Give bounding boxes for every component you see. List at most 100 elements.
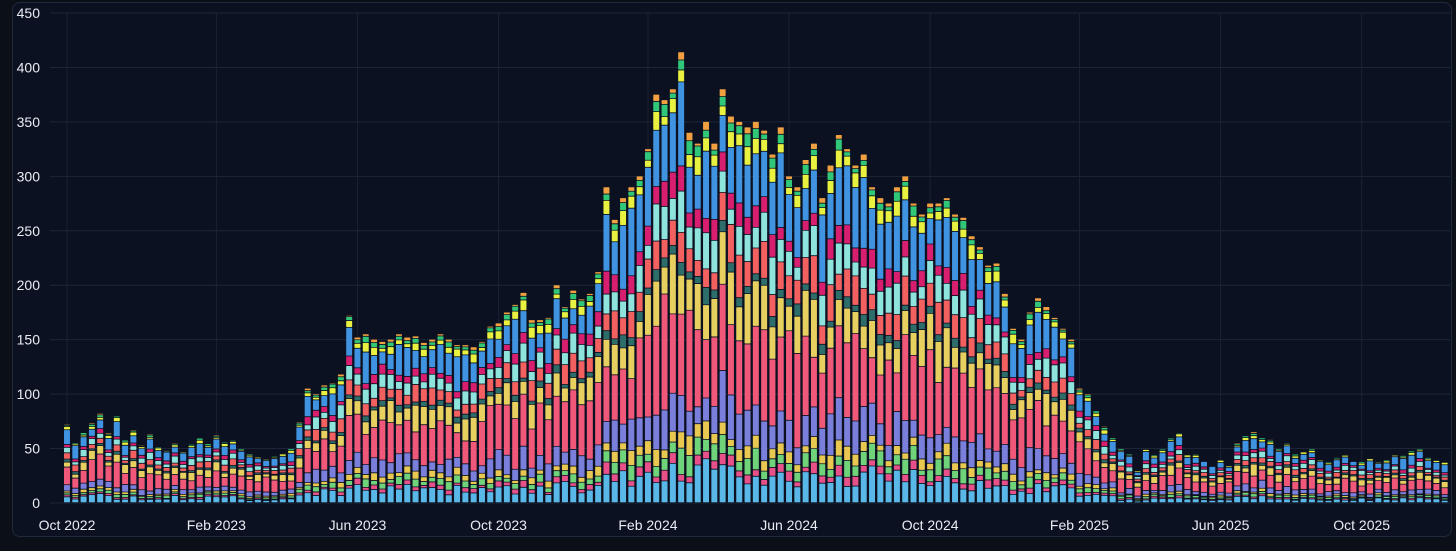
bar-segment xyxy=(1350,470,1357,475)
bar-segment xyxy=(354,478,361,485)
bar-segment xyxy=(968,442,975,468)
bar-segment xyxy=(644,417,651,441)
bar-segment xyxy=(1010,377,1017,382)
bar-segment xyxy=(1176,434,1183,437)
bar-stack xyxy=(1176,433,1183,503)
bar-segment xyxy=(146,459,153,465)
bar-segment xyxy=(952,347,959,368)
bar-segment xyxy=(503,455,510,475)
bar-segment xyxy=(636,321,643,338)
bar-segment xyxy=(952,280,959,296)
bar-segment xyxy=(138,463,145,469)
bar-segment xyxy=(288,449,295,451)
bar-segment xyxy=(553,289,560,294)
bar-segment xyxy=(495,470,502,477)
bar-segment xyxy=(727,209,734,225)
bar-segment xyxy=(1076,496,1083,503)
bar-segment xyxy=(985,462,992,468)
bar-segment xyxy=(1425,499,1432,503)
bar-stack xyxy=(1018,339,1025,503)
bar-segment xyxy=(661,100,668,104)
bar-segment xyxy=(1176,445,1183,450)
bar-segment xyxy=(1317,479,1324,484)
bar-segment xyxy=(910,324,917,333)
bar-segment xyxy=(229,492,236,494)
bar-segment xyxy=(163,499,170,503)
bar-segment xyxy=(744,410,751,446)
bar-segment xyxy=(495,393,502,404)
bar-segment xyxy=(88,488,95,491)
bar-segment xyxy=(263,477,270,492)
bar-segment xyxy=(1010,334,1017,344)
bar-segment xyxy=(470,441,477,471)
bar-segment xyxy=(1242,455,1249,461)
bar-segment xyxy=(1093,426,1100,431)
bar-segment xyxy=(545,494,552,503)
bar-segment xyxy=(603,331,610,339)
bar-segment xyxy=(1383,482,1390,493)
bar-segment xyxy=(254,457,261,459)
bar-segment xyxy=(1159,462,1166,464)
bar-segment xyxy=(1134,487,1141,496)
bar-segment xyxy=(976,343,983,353)
bar-segment xyxy=(703,233,710,269)
bar-segment xyxy=(620,443,627,450)
bar-segment xyxy=(429,477,436,482)
bar-segment xyxy=(1259,442,1266,448)
bar-segment xyxy=(1118,461,1124,466)
bar-segment xyxy=(213,493,220,495)
bar-segment xyxy=(429,374,436,388)
bar-segment xyxy=(603,314,610,331)
bar-segment xyxy=(993,451,1000,467)
bar-segment xyxy=(1109,462,1116,464)
bar-segment xyxy=(1010,404,1017,410)
bar-segment xyxy=(603,462,610,474)
bar-segment xyxy=(346,485,353,488)
x-tick-label: Feb 2024 xyxy=(618,517,677,533)
bar-segment xyxy=(711,290,718,299)
bar-segment xyxy=(620,289,627,301)
bar-segment xyxy=(1043,390,1050,394)
bar-segment xyxy=(1259,465,1266,470)
bar-segment xyxy=(711,469,718,503)
bar-segment xyxy=(404,453,411,466)
bar-segment xyxy=(611,375,618,420)
bar-segment xyxy=(1292,495,1299,498)
bar-segment xyxy=(661,410,668,450)
bar-segment xyxy=(146,435,153,437)
bar-segment xyxy=(960,489,967,503)
bar-segment xyxy=(429,482,436,488)
bar-segment xyxy=(935,335,942,342)
bar-segment xyxy=(229,441,236,444)
bar-segment xyxy=(371,342,378,347)
bar-segment xyxy=(1051,475,1058,478)
bar-segment xyxy=(88,481,95,488)
bar-segment xyxy=(354,337,361,340)
bar-segment xyxy=(528,327,535,338)
bar-segment xyxy=(72,465,79,472)
bar-segment xyxy=(852,466,859,476)
bar-segment xyxy=(296,456,303,458)
bar-segment xyxy=(454,417,461,423)
bar-segment xyxy=(537,348,544,352)
bar-segment xyxy=(1275,470,1282,473)
bar-segment xyxy=(462,475,469,481)
bar-segment xyxy=(960,469,967,484)
bar-segment xyxy=(512,469,519,481)
bar-stack xyxy=(1134,471,1141,503)
bar-stack xyxy=(1300,452,1307,503)
bar-segment xyxy=(1184,455,1191,457)
bar-segment xyxy=(802,446,809,453)
bar-segment xyxy=(97,454,104,479)
bar-segment xyxy=(678,191,685,232)
bar-segment xyxy=(64,459,70,462)
bar-segment xyxy=(196,487,203,493)
bar-segment xyxy=(777,443,784,455)
bar-segment xyxy=(171,456,178,463)
bar-segment xyxy=(611,481,618,503)
bar-segment xyxy=(835,456,842,465)
bar-segment xyxy=(1308,499,1315,503)
bar-segment xyxy=(968,236,975,240)
bar-segment xyxy=(1118,452,1124,460)
bar-segment xyxy=(927,213,934,219)
